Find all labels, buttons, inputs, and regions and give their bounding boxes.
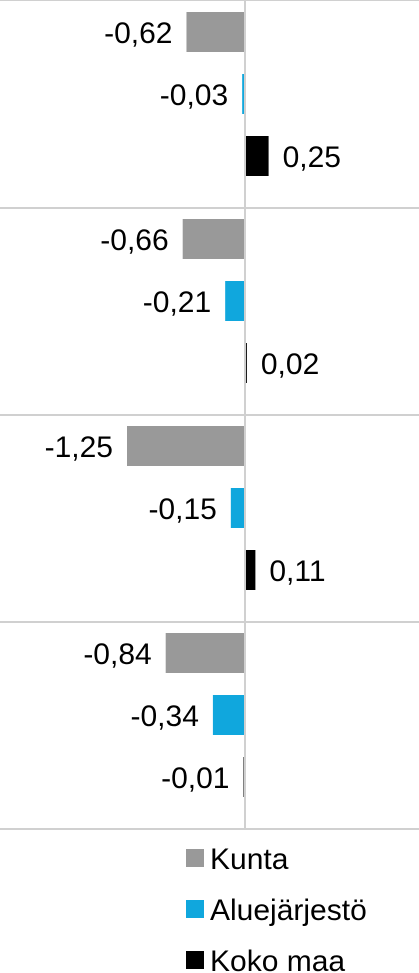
bar-koko-maa [245, 550, 256, 590]
legend-swatch [186, 849, 204, 867]
data-label: 0,02 [261, 348, 319, 381]
bar-kunta [182, 219, 245, 259]
data-label: -0,62 [104, 17, 172, 50]
legend-swatch [186, 900, 204, 918]
data-label: -0,34 [131, 700, 199, 733]
data-label: -0,66 [100, 224, 168, 257]
data-label: 0,25 [283, 141, 341, 174]
bar-aluejärjestö [212, 695, 245, 735]
legend-label: Koko maa [210, 945, 345, 973]
bar-kunta [165, 633, 245, 673]
bar-kunta [186, 12, 245, 52]
data-label: -0,84 [83, 638, 151, 671]
legend-label: Aluejärjestö [210, 894, 367, 927]
data-label: -0,21 [143, 286, 211, 319]
data-label: 0,11 [269, 555, 325, 588]
data-label: -1,25 [45, 431, 113, 464]
data-label: -0,01 [161, 762, 229, 795]
bar-kunta [127, 426, 245, 466]
bar-aluejärjestö [230, 488, 245, 528]
legend-label: Kunta [210, 843, 289, 876]
data-label: -0,15 [148, 493, 216, 526]
data-label: -0,03 [160, 79, 228, 112]
bar-koko-maa [245, 136, 269, 176]
bar-aluejärjestö [225, 281, 245, 321]
legend-swatch [186, 951, 204, 969]
bar-aluejärjestö [242, 74, 245, 114]
